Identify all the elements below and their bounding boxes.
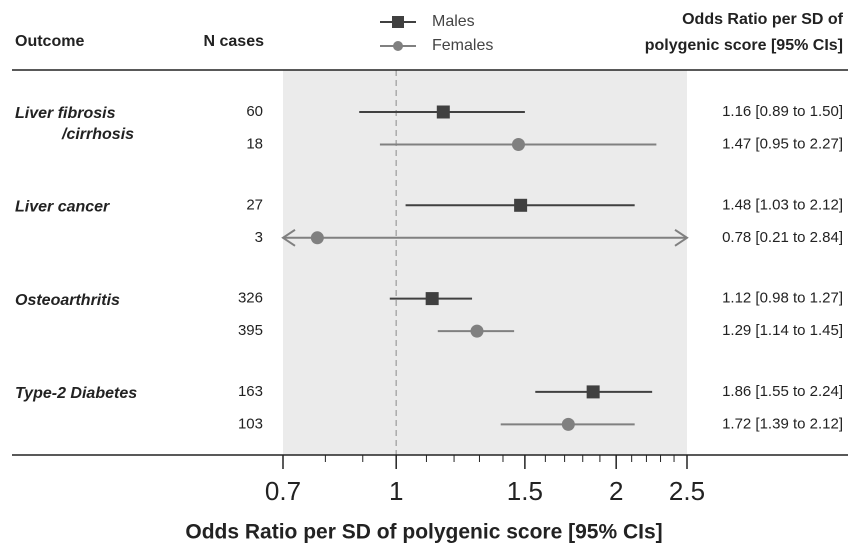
x-axis-title: Odds Ratio per SD of polygenic score [95… <box>185 521 662 544</box>
n-header: N cases <box>204 33 265 50</box>
estimate-label: 1.29 [1.14 to 1.45] <box>722 322 843 339</box>
outcome-header: Outcome <box>15 33 84 50</box>
x-tick-label: 1 <box>389 476 403 506</box>
estimate-label: 1.86 [1.55 to 2.24] <box>722 383 843 400</box>
estimate-label: 1.47 [0.95 to 2.27] <box>722 135 843 152</box>
n-cases: 18 <box>246 135 263 152</box>
point-estimate <box>586 385 600 399</box>
outcome-label: /cirrhosis <box>61 126 134 143</box>
x-tick-label: 1.5 <box>507 476 543 506</box>
ci-arrow <box>674 228 689 247</box>
point-estimate <box>310 231 324 245</box>
point-estimate <box>425 292 439 306</box>
n-cases: 27 <box>246 196 263 213</box>
legend-label: Females <box>432 37 493 54</box>
x-tick-label: 2.5 <box>669 476 705 506</box>
point-estimate <box>470 324 484 338</box>
outcome-label: Osteoarthritis <box>15 292 120 309</box>
n-cases: 60 <box>246 103 263 120</box>
point-estimate <box>511 138 525 151</box>
estimate-label: 1.48 [1.03 to 2.12] <box>722 196 843 213</box>
estimate-header: Odds Ratio per SD of <box>682 11 844 28</box>
legend-marker <box>392 16 404 28</box>
point-estimate <box>514 198 528 212</box>
ci-arrow <box>281 228 296 247</box>
n-cases: 326 <box>238 290 263 307</box>
outcome-label: Liver cancer <box>15 199 110 216</box>
legend-label: Males <box>432 13 475 30</box>
point-estimate <box>561 417 575 431</box>
x-tick-label: 0.7 <box>265 476 301 506</box>
background <box>283 70 687 455</box>
point-estimate <box>436 105 450 119</box>
outcome-label: Liver fibrosis <box>15 105 116 122</box>
n-cases: 395 <box>238 322 263 339</box>
x-tick-label: 2 <box>609 476 623 506</box>
plot-area <box>283 70 687 455</box>
n-cases: 103 <box>238 415 263 432</box>
estimate-label: 1.72 [1.39 to 2.12] <box>722 415 843 432</box>
n-cases: 163 <box>238 383 263 400</box>
n-cases: 3 <box>255 229 263 246</box>
estimate-label: 0.78 [0.21 to 2.84] <box>722 229 843 246</box>
estimate-label: 1.16 [0.89 to 1.50] <box>722 103 843 120</box>
legend-marker <box>393 41 403 51</box>
outcome-label: Type-2 Diabetes <box>15 385 137 402</box>
estimate-header: polygenic score [95% CIs] <box>645 37 843 54</box>
estimate-label: 1.12 [0.98 to 1.27] <box>722 290 843 307</box>
